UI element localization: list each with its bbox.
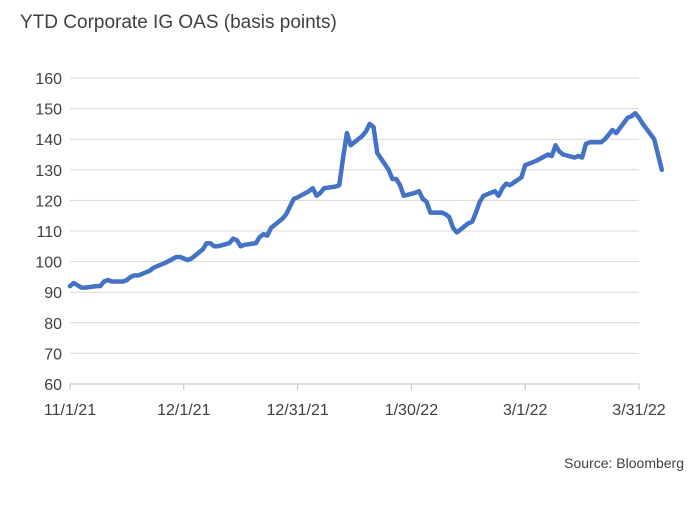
chart-title: YTD Corporate IG OAS (basis points)	[20, 12, 337, 33]
series-layer	[67, 110, 665, 290]
y-tick-label-130: 130	[35, 163, 62, 180]
y-tick-label-100: 100	[35, 255, 62, 272]
x-tick-label-0: 11/1/21	[44, 402, 96, 419]
x-axis-tick-labels: 11/1/21 12/1/21 12/31/21 1/30/22 3/1/22 3/31/…	[44, 402, 666, 419]
y-axis-tick-labels: 60 70 80 90 100 110 120 130 140 150 160	[35, 71, 62, 394]
source-note: Source: Bloomberg	[564, 455, 684, 471]
x-tick-label-1: 12/1/21	[157, 402, 210, 419]
y-tick-label-140: 140	[35, 132, 62, 149]
x-tick-label-2: 12/31/21	[266, 402, 328, 419]
y-tick-label-70: 70	[44, 346, 62, 363]
y-tick-label-120: 120	[35, 193, 62, 210]
y-tick-label-60: 60	[44, 377, 62, 394]
x-tick-label-3: 1/30/22	[385, 402, 438, 419]
y-tick-label-110: 110	[36, 224, 62, 241]
y-tick-label-160: 160	[35, 71, 62, 88]
x-axis	[69, 383, 640, 390]
x-tick-label-5: 3/31/22	[612, 402, 665, 419]
gridlines	[70, 77, 639, 354]
x-tick-label-4: 3/1/22	[503, 402, 548, 419]
y-tick-label-90: 90	[44, 285, 62, 302]
series-line-0	[67, 110, 665, 290]
y-tick-label-150: 150	[35, 102, 62, 119]
y-tick-label-80: 80	[44, 316, 62, 333]
